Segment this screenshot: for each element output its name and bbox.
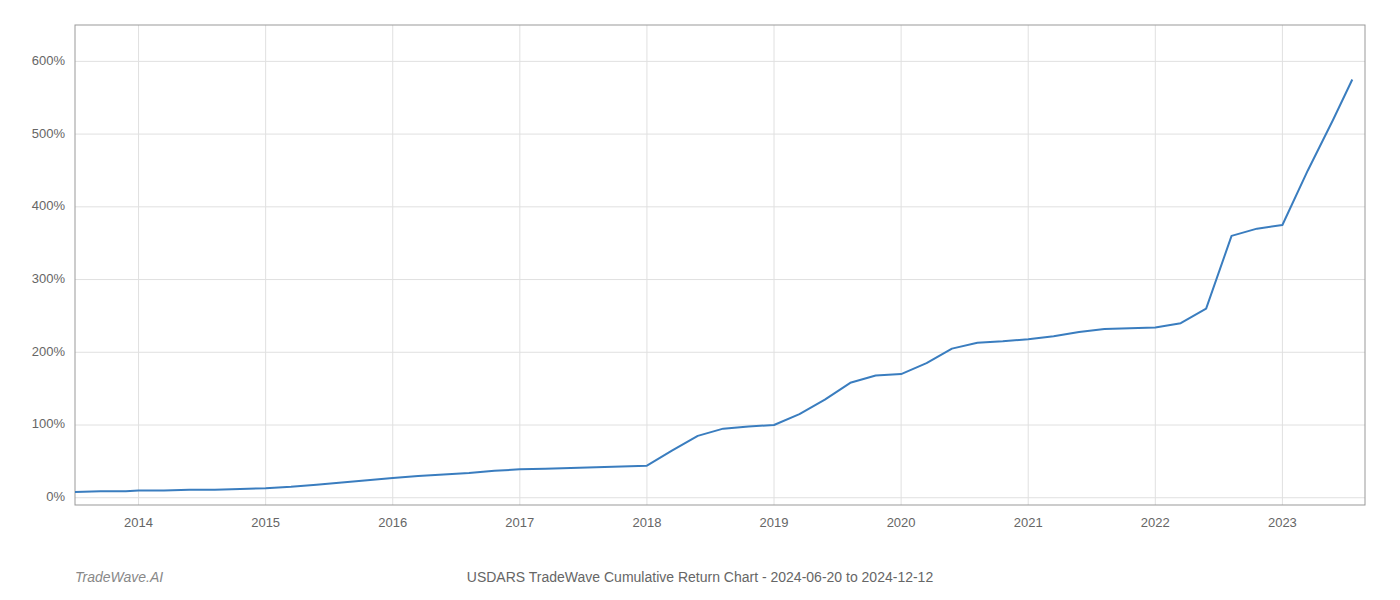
y-tick-label: 100% (32, 416, 66, 431)
x-grid-line (519, 25, 520, 505)
x-tick-label: 2023 (1268, 515, 1297, 530)
y-grid-line (75, 425, 1365, 426)
y-grid-line (75, 61, 1365, 62)
axes: 0% 100% 200% 300% 400% 500% 600% 2014 2015 2016 20… (32, 25, 1365, 530)
x-tick-label: 2020 (887, 515, 916, 530)
series-line (75, 80, 1352, 492)
y-tick-label: 300% (32, 271, 66, 286)
y-tick-label: 0% (46, 489, 65, 504)
y-grid-line (75, 279, 1365, 280)
x-grid-line (138, 25, 139, 505)
x-tick-label: 2019 (760, 515, 789, 530)
x-tick-label: 2015 (251, 515, 280, 530)
y-grid-line (75, 206, 1365, 207)
x-tick-label: 2014 (124, 515, 153, 530)
y-tick-label: 600% (32, 53, 66, 68)
y-tick-label: 500% (32, 126, 66, 141)
x-grid-line (1155, 25, 1156, 505)
x-grid-line (265, 25, 266, 505)
x-tick-label: 2018 (632, 515, 661, 530)
grid (75, 25, 1365, 505)
x-grid-line (774, 25, 775, 505)
x-tick-label: 2021 (1014, 515, 1043, 530)
series-group (75, 80, 1352, 492)
plot-frame (75, 25, 1365, 505)
x-grid-line (901, 25, 902, 505)
watermark: TradeWave.AI (75, 569, 163, 585)
y-tick-label: 400% (32, 198, 66, 213)
x-tick-label: 2016 (378, 515, 407, 530)
y-grid-line (75, 497, 1365, 498)
x-grid-line (1028, 25, 1029, 505)
y-tick-label: 200% (32, 344, 66, 359)
x-tick-label: 2017 (505, 515, 534, 530)
x-tick-label: 2022 (1141, 515, 1170, 530)
chart-title: USDARS TradeWave Cumulative Return Chart… (467, 569, 934, 585)
x-grid-line (646, 25, 647, 505)
chart-container: 0% 100% 200% 300% 400% 500% 600% 2014 2015 2016 20… (0, 0, 1400, 600)
y-grid-line (75, 352, 1365, 353)
background (0, 0, 1400, 600)
y-grid-line (75, 134, 1365, 135)
x-grid-line (392, 25, 393, 505)
x-grid-line (1282, 25, 1283, 505)
chart-svg: 0% 100% 200% 300% 400% 500% 600% 2014 2015 2016 20… (0, 0, 1400, 600)
